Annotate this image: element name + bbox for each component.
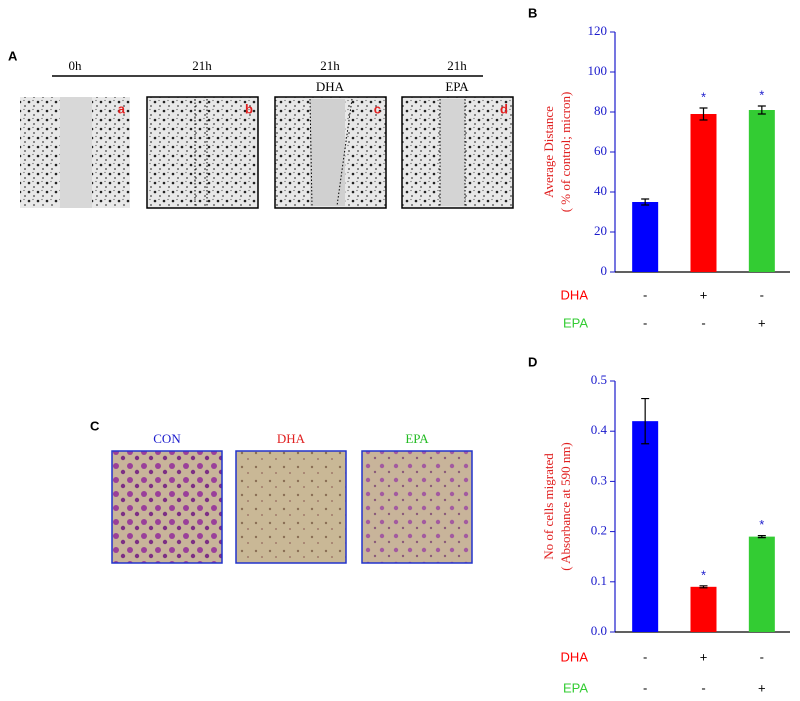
treatment-mark: - [643, 649, 647, 664]
error-bar [757, 535, 766, 539]
treatment-mark: - [760, 649, 764, 664]
error-bar [699, 585, 708, 589]
y-tick-label: 0.4 [591, 422, 608, 437]
y-axis-label: No of cells migrated [541, 453, 556, 560]
treatment-name: EPA [563, 680, 588, 695]
panel-c [111, 450, 473, 564]
time-label: 21h [447, 58, 467, 73]
bar-chart: D 0.0 0.1 0.2 0.3 0.4 0.5 No of cells migrated(… [528, 354, 790, 695]
bar-chart: B 0 20 40 60 80 100 120 Average Distance( % of c… [528, 5, 790, 330]
y-tick-label: 20 [594, 223, 607, 238]
significance: * [701, 89, 706, 104]
treatment-mark: - [643, 287, 647, 302]
image-letter: b [245, 101, 253, 116]
y-tick-label: 0.5 [591, 372, 607, 387]
image-label: EPA [405, 431, 429, 446]
significance: * [759, 87, 764, 102]
img-epa [361, 450, 473, 564]
significance: * [701, 567, 706, 582]
treatment-mark: - [643, 315, 647, 330]
panel-a [20, 75, 514, 209]
error-bar [641, 198, 650, 206]
significance: * [759, 517, 764, 532]
treatment-label: DHA [316, 79, 345, 94]
y-tick-label: 120 [588, 23, 608, 38]
img-a [20, 97, 130, 208]
treatment-mark: + [700, 287, 708, 302]
img-d [401, 96, 514, 209]
error-bar [699, 107, 708, 121]
image-letter: a [118, 101, 126, 116]
treatment-mark: - [701, 680, 705, 695]
y-tick-label: 0.2 [591, 523, 607, 538]
img-con [111, 450, 223, 564]
treatment-name: DHA [561, 287, 589, 302]
treatment-mark: + [758, 315, 766, 330]
time-label: 0h [69, 58, 83, 73]
y-axis-label: ( Absorbance at 590 nm) [558, 442, 573, 571]
bar [690, 586, 717, 632]
img-b [146, 96, 259, 209]
treatment-mark: + [700, 649, 708, 664]
time-label: 21h [320, 58, 340, 73]
y-tick-label: 60 [594, 143, 607, 158]
bar [632, 421, 659, 632]
image-label: DHA [277, 431, 306, 446]
y-tick-label: 0 [601, 263, 608, 278]
img-dha [235, 450, 347, 564]
image-letter: c [374, 101, 381, 116]
image-letter: d [500, 101, 508, 116]
treatment-mark: - [701, 315, 705, 330]
bar [748, 110, 775, 272]
img-c [274, 96, 387, 209]
error-bar [641, 397, 650, 445]
bar [632, 202, 659, 272]
bar [690, 114, 717, 272]
treatment-mark: - [760, 287, 764, 302]
treatment-mark: + [758, 680, 766, 695]
y-tick-label: 0.1 [591, 573, 607, 588]
treatment-label: EPA [445, 79, 469, 94]
image-label: CON [153, 431, 181, 446]
bar [748, 536, 775, 632]
y-tick-label: 0.0 [591, 623, 607, 638]
y-tick-label: 0.3 [591, 472, 607, 487]
error-bar [757, 105, 766, 115]
time-label: 21h [192, 58, 212, 73]
treatment-mark: - [643, 680, 647, 695]
panel-label: C [90, 418, 100, 433]
y-tick-label: 80 [594, 103, 607, 118]
panel-label: A [8, 48, 18, 63]
treatment-name: EPA [563, 315, 588, 330]
panel-label: D [528, 354, 537, 369]
panel-label: B [528, 5, 537, 20]
y-tick-label: 40 [594, 183, 607, 198]
y-tick-label: 100 [588, 63, 608, 78]
y-axis-label: ( % of control; micron) [558, 92, 573, 213]
y-axis-label: Average Distance [541, 106, 556, 198]
treatment-name: DHA [561, 649, 589, 664]
